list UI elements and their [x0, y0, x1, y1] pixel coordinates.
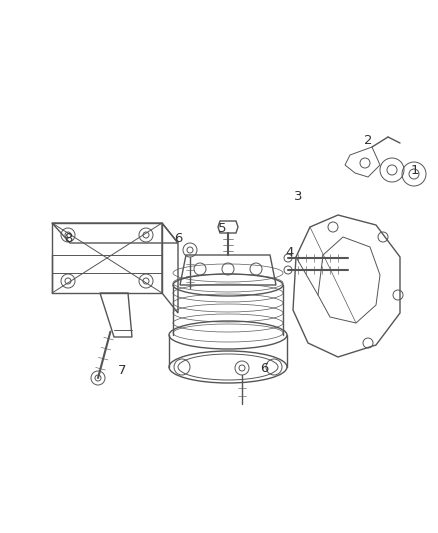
Text: 3: 3 [294, 190, 302, 203]
Text: 1: 1 [411, 164, 419, 176]
Text: 6: 6 [174, 231, 182, 245]
Text: 7: 7 [118, 364, 126, 376]
Text: 6: 6 [260, 361, 268, 375]
Text: 8: 8 [64, 231, 72, 245]
Text: 5: 5 [218, 222, 226, 235]
Text: 4: 4 [286, 246, 294, 259]
Text: 2: 2 [364, 133, 372, 147]
